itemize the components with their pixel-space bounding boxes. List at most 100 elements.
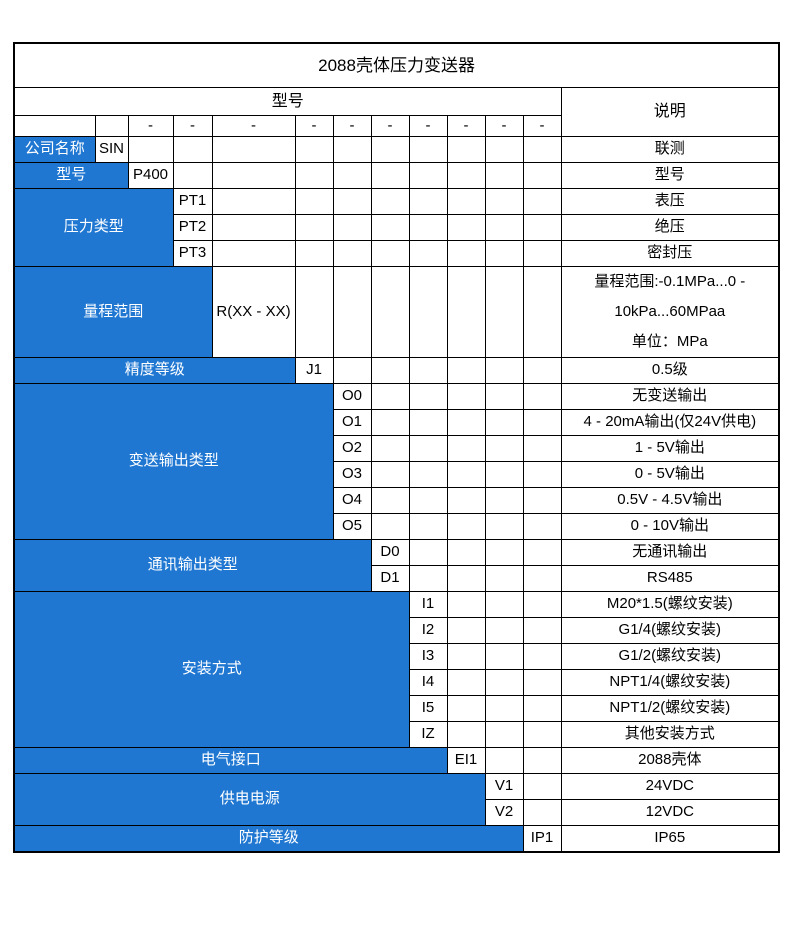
- header-row: 型号 说明: [13, 87, 780, 137]
- empty-grid-cell: [408, 136, 448, 163]
- section-label: 电气接口: [13, 747, 448, 774]
- dash-cell: -: [522, 115, 562, 137]
- empty-grid-cell: [370, 162, 410, 189]
- option-code-cell: R(XX - XX): [211, 266, 296, 358]
- option-desc-cell: 0 - 5V输出: [560, 461, 780, 488]
- empty-grid-cell: [522, 565, 562, 592]
- option-desc-cell: 12VDC: [560, 799, 780, 826]
- empty-grid-cell: [408, 240, 448, 267]
- option-row: 型号 P400 型号: [13, 162, 780, 189]
- option-code-cell: O3: [332, 461, 372, 488]
- empty-grid-cell: [484, 643, 524, 670]
- option-row: 量程范围 R(XX - XX) 量程范围:-0.1MPa...0 - 10kPa..…: [13, 266, 780, 358]
- option-row: I3 G1/2(螺纹安装): [14, 643, 780, 670]
- empty-grid-cell: [294, 136, 334, 163]
- empty-grid-cell: [522, 162, 562, 189]
- empty-grid-cell: [294, 162, 334, 189]
- option-row: 压力类型 PT1 表压: [13, 188, 780, 267]
- empty-grid-cell: [408, 188, 448, 215]
- option-row: 通讯输出类型 D0 无通讯输出: [13, 539, 780, 592]
- option-row: O3 0 - 5V输出: [14, 461, 780, 488]
- option-code-cell: D1: [370, 565, 410, 592]
- empty-grid-cell: [446, 136, 486, 163]
- empty-grid-cell: [446, 617, 486, 644]
- empty-grid-cell: [408, 214, 448, 241]
- empty-grid-cell: [294, 240, 334, 267]
- option-code-cell: SIN: [94, 136, 129, 163]
- empty-grid-cell: [370, 266, 410, 358]
- empty-grid-cell: [211, 136, 296, 163]
- empty-grid-cell: [484, 513, 524, 540]
- dash-cell: -: [484, 115, 524, 137]
- empty-grid-cell: [370, 357, 410, 384]
- empty-grid-cell: [484, 162, 524, 189]
- option-row: IZ 其他安装方式: [14, 721, 780, 748]
- option-desc-cell: 24VDC: [560, 773, 780, 800]
- dash-row: ----------: [13, 115, 779, 137]
- option-desc-cell: 0 - 10V输出: [560, 513, 780, 540]
- empty-grid-cell: [446, 695, 486, 722]
- option-row: V2 12VDC: [14, 799, 780, 826]
- option-row: 供电电源 V1 24VDC: [13, 773, 780, 826]
- empty-grid-cell: [522, 214, 562, 241]
- section-label: 变送输出类型: [13, 383, 334, 540]
- empty-grid-cell: [522, 461, 562, 488]
- option-code-cell: D0: [370, 539, 410, 566]
- empty-grid-cell: [408, 539, 448, 566]
- empty-grid-cell: [446, 461, 486, 488]
- option-desc-cell: 密封压: [560, 240, 780, 267]
- empty-grid-cell: [522, 721, 562, 748]
- option-desc-cell: 表压: [560, 188, 780, 215]
- empty-grid-cell: [408, 461, 448, 488]
- dash-row-empty-cell: [94, 115, 129, 137]
- option-code-cell: O0: [332, 383, 372, 410]
- empty-grid-cell: [446, 591, 486, 618]
- section-label: 通讯输出类型: [13, 539, 372, 592]
- empty-grid-cell: [522, 266, 562, 358]
- empty-grid-cell: [484, 591, 524, 618]
- empty-grid-cell: [408, 383, 448, 410]
- empty-grid-cell: [211, 188, 296, 215]
- option-code-cell: PT2: [172, 214, 213, 241]
- option-desc-cell: 1 - 5V输出: [560, 435, 780, 462]
- option-desc-cell: 无通讯输出: [560, 539, 780, 566]
- option-code-cell: V1: [484, 773, 524, 800]
- section-label: 防护等级: [13, 825, 524, 853]
- dash-cell: -: [408, 115, 448, 137]
- empty-grid-cell: [446, 643, 486, 670]
- dash-cell: -: [446, 115, 486, 137]
- empty-grid-cell: [522, 136, 562, 163]
- dash-row-empty-cell: [13, 115, 96, 137]
- option-desc-cell: 绝压: [560, 214, 780, 241]
- option-code-cell: EI1: [446, 747, 486, 774]
- option-desc-cell: NPT1/2(螺纹安装): [560, 695, 780, 722]
- empty-grid-cell: [484, 383, 524, 410]
- option-code-cell: IZ: [408, 721, 448, 748]
- option-desc-cell: RS485: [560, 565, 780, 592]
- dash-cell: -: [211, 115, 296, 137]
- empty-grid-cell: [446, 214, 486, 241]
- section-label: 供电电源: [13, 773, 486, 826]
- empty-grid-cell: [332, 240, 372, 267]
- option-row: 精度等级 J1 0.5级: [13, 357, 780, 384]
- page-title: 2088壳体压力变送器: [13, 42, 780, 88]
- empty-grid-cell: [332, 136, 372, 163]
- empty-grid-cell: [484, 266, 524, 358]
- option-code-cell: PT3: [172, 240, 213, 267]
- empty-grid-cell: [522, 513, 562, 540]
- empty-grid-cell: [446, 565, 486, 592]
- empty-grid-cell: [522, 747, 562, 774]
- empty-grid-cell: [370, 435, 410, 462]
- option-code-cell: V2: [484, 799, 524, 826]
- empty-grid-cell: [522, 409, 562, 436]
- option-desc-cell: G1/2(螺纹安装): [560, 643, 780, 670]
- empty-grid-cell: [408, 162, 448, 189]
- option-code-cell: O5: [332, 513, 372, 540]
- option-code-cell: O1: [332, 409, 372, 436]
- option-desc-cell: 2088壳体: [560, 747, 780, 774]
- option-code-cell: IP1: [522, 825, 562, 853]
- option-row: 电气接口 EI1 2088壳体: [13, 747, 780, 774]
- empty-grid-cell: [408, 513, 448, 540]
- empty-grid-cell: [522, 695, 562, 722]
- empty-grid-cell: [332, 357, 372, 384]
